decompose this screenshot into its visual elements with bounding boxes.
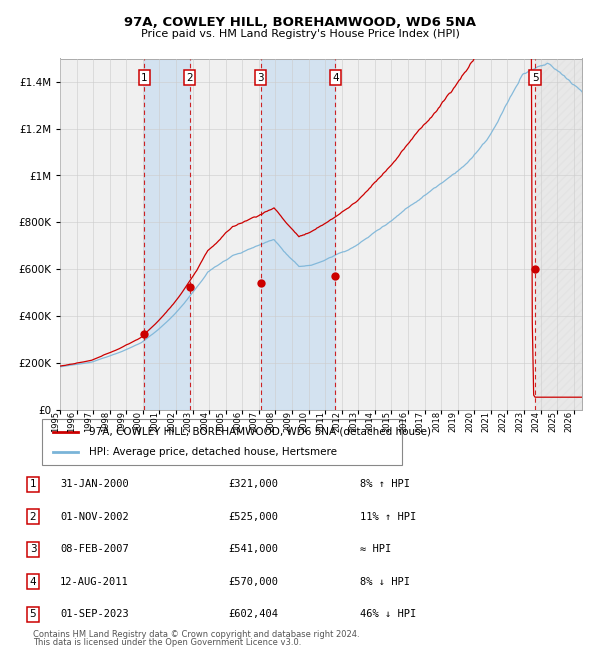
- Text: Contains HM Land Registry data © Crown copyright and database right 2024.: Contains HM Land Registry data © Crown c…: [33, 630, 359, 639]
- Text: 97A, COWLEY HILL, BOREHAMWOOD, WD6 5NA (detached house): 97A, COWLEY HILL, BOREHAMWOOD, WD6 5NA (…: [89, 427, 431, 437]
- Text: 2015: 2015: [382, 411, 391, 432]
- Text: 4: 4: [29, 577, 37, 587]
- Text: 2: 2: [29, 512, 37, 522]
- Bar: [260, 58, 335, 410]
- Text: 01-NOV-2002: 01-NOV-2002: [60, 512, 129, 522]
- Text: 5: 5: [29, 609, 37, 619]
- Text: 01-SEP-2023: 01-SEP-2023: [60, 609, 129, 619]
- Text: 2018: 2018: [432, 411, 441, 432]
- Bar: [535, 58, 582, 410]
- Text: 3: 3: [257, 73, 264, 83]
- Text: 2026: 2026: [565, 411, 574, 432]
- Text: 3: 3: [29, 544, 37, 554]
- Text: 1999: 1999: [117, 411, 126, 432]
- Text: 2021: 2021: [482, 411, 491, 432]
- Text: 2020: 2020: [465, 411, 474, 432]
- Text: 2017: 2017: [416, 411, 425, 432]
- Text: 2003: 2003: [184, 411, 193, 432]
- Text: 2012: 2012: [333, 411, 342, 432]
- Text: 2001: 2001: [151, 411, 160, 432]
- Text: 2010: 2010: [299, 411, 308, 432]
- Text: 2000: 2000: [134, 411, 143, 432]
- Text: 2014: 2014: [366, 411, 375, 432]
- FancyBboxPatch shape: [42, 419, 402, 465]
- Text: £602,404: £602,404: [228, 609, 278, 619]
- Bar: [144, 58, 190, 410]
- Text: 1: 1: [141, 73, 148, 83]
- Text: 46% ↓ HPI: 46% ↓ HPI: [360, 609, 416, 619]
- Text: £525,000: £525,000: [228, 512, 278, 522]
- Text: 2016: 2016: [399, 411, 408, 432]
- Text: 08-FEB-2007: 08-FEB-2007: [60, 544, 129, 554]
- Text: 8% ↓ HPI: 8% ↓ HPI: [360, 577, 410, 587]
- Text: £541,000: £541,000: [228, 544, 278, 554]
- Text: £570,000: £570,000: [228, 577, 278, 587]
- Text: 2025: 2025: [548, 411, 557, 432]
- Text: 1998: 1998: [101, 411, 110, 432]
- Text: 2008: 2008: [266, 411, 275, 432]
- Text: 12-AUG-2011: 12-AUG-2011: [60, 577, 129, 587]
- Text: 2: 2: [187, 73, 193, 83]
- Text: 8% ↑ HPI: 8% ↑ HPI: [360, 479, 410, 489]
- Text: 2013: 2013: [349, 411, 358, 432]
- Text: 1997: 1997: [84, 411, 93, 432]
- Text: 2002: 2002: [167, 411, 176, 432]
- Text: 2011: 2011: [316, 411, 325, 432]
- Text: 1995: 1995: [51, 411, 60, 432]
- Text: 2022: 2022: [499, 411, 508, 432]
- Text: 2023: 2023: [515, 411, 524, 432]
- Text: 2019: 2019: [449, 411, 458, 432]
- Text: 2009: 2009: [283, 411, 292, 432]
- Text: 2004: 2004: [200, 411, 209, 432]
- Text: Price paid vs. HM Land Registry's House Price Index (HPI): Price paid vs. HM Land Registry's House …: [140, 29, 460, 39]
- Text: 2006: 2006: [233, 411, 242, 432]
- Text: 97A, COWLEY HILL, BOREHAMWOOD, WD6 5NA: 97A, COWLEY HILL, BOREHAMWOOD, WD6 5NA: [124, 16, 476, 29]
- Text: 5: 5: [532, 73, 538, 83]
- Text: 31-JAN-2000: 31-JAN-2000: [60, 479, 129, 489]
- Text: 2007: 2007: [250, 411, 259, 432]
- Text: HPI: Average price, detached house, Hertsmere: HPI: Average price, detached house, Hert…: [89, 447, 337, 457]
- Text: 1996: 1996: [68, 411, 77, 432]
- Text: 4: 4: [332, 73, 339, 83]
- Text: This data is licensed under the Open Government Licence v3.0.: This data is licensed under the Open Gov…: [33, 638, 301, 647]
- Text: £321,000: £321,000: [228, 479, 278, 489]
- Text: 1: 1: [29, 479, 37, 489]
- Text: 2005: 2005: [217, 411, 226, 432]
- Text: 11% ↑ HPI: 11% ↑ HPI: [360, 512, 416, 522]
- Text: 2024: 2024: [532, 411, 541, 432]
- Text: ≈ HPI: ≈ HPI: [360, 544, 391, 554]
